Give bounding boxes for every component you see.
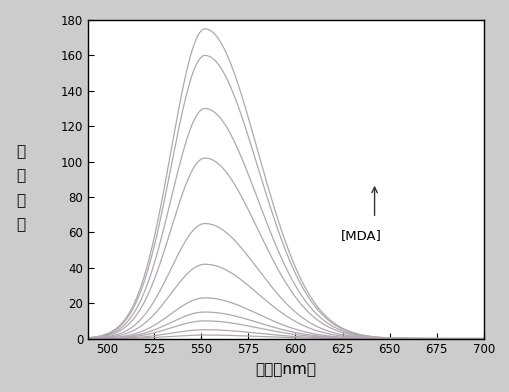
X-axis label: 波长（nm）: 波长（nm） — [255, 362, 316, 377]
Text: [MDA]: [MDA] — [341, 229, 381, 242]
Text: 荧
光
强
度: 荧 光 强 度 — [16, 144, 25, 232]
